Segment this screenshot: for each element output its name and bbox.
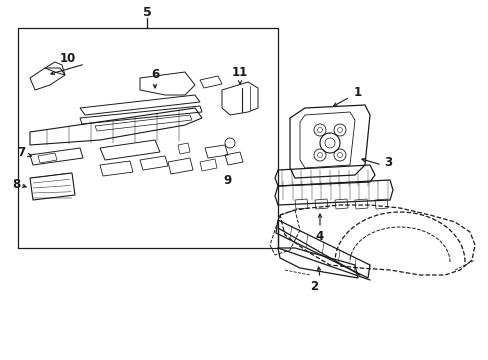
Text: 9: 9	[224, 174, 232, 186]
Text: 8: 8	[12, 179, 20, 192]
Text: 2: 2	[309, 279, 317, 292]
Text: 7: 7	[17, 145, 25, 158]
Text: 1: 1	[353, 85, 361, 99]
Text: 11: 11	[231, 67, 247, 80]
Text: 5: 5	[142, 6, 151, 19]
Text: 4: 4	[315, 230, 324, 243]
Text: 6: 6	[151, 68, 159, 81]
Text: 3: 3	[383, 157, 391, 170]
Text: 10: 10	[60, 51, 76, 64]
